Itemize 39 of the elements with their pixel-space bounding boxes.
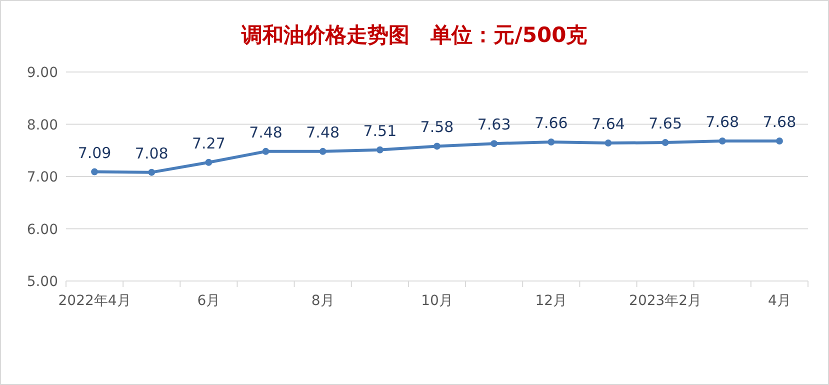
x-tick-label: 4月 bbox=[768, 293, 791, 309]
data-label: 7.65 bbox=[648, 114, 682, 133]
point bbox=[718, 137, 726, 144]
data-label: 7.58 bbox=[420, 118, 454, 136]
data-label: 7.64 bbox=[592, 115, 625, 134]
point bbox=[376, 146, 384, 154]
data-label: 7.68 bbox=[762, 112, 796, 131]
data-label: 7.66 bbox=[534, 114, 568, 132]
data-label: 7.48 bbox=[249, 123, 282, 142]
point bbox=[548, 138, 555, 146]
x-tick-label: 2022年4月 bbox=[58, 293, 131, 309]
point bbox=[319, 148, 326, 155]
y-tick-label: 9.00 bbox=[26, 65, 58, 81]
point bbox=[490, 140, 498, 148]
data-label: 7.08 bbox=[134, 144, 168, 162]
y-tick-label: 7.00 bbox=[26, 170, 58, 186]
point bbox=[148, 168, 156, 176]
point bbox=[262, 148, 270, 155]
data-label: 7.48 bbox=[306, 123, 340, 142]
data-label: 7.63 bbox=[477, 116, 511, 134]
x-tick-label: 2023年2月 bbox=[629, 293, 702, 309]
x-tick-label: 6月 bbox=[197, 293, 220, 309]
x-tick-label: 10月 bbox=[421, 293, 453, 309]
y-tick-label: 5.00 bbox=[26, 274, 58, 290]
point bbox=[662, 139, 669, 146]
point bbox=[205, 158, 212, 166]
x-tick-label: 12月 bbox=[535, 293, 568, 309]
point bbox=[434, 142, 440, 150]
data-label: 7.51 bbox=[363, 122, 397, 140]
point bbox=[91, 168, 98, 176]
chart-title: 调和油价格走势图 单位：元/500克 bbox=[240, 23, 588, 47]
data-label: 7.09 bbox=[78, 144, 112, 162]
data-label: 7.68 bbox=[706, 112, 740, 131]
x-tick-label: 8月 bbox=[311, 293, 334, 309]
data-label: 7.27 bbox=[192, 134, 226, 152]
point bbox=[604, 140, 612, 147]
y-tick-label: 8.00 bbox=[26, 117, 58, 134]
y-tick-label: 6.00 bbox=[26, 222, 58, 238]
point bbox=[776, 137, 783, 144]
